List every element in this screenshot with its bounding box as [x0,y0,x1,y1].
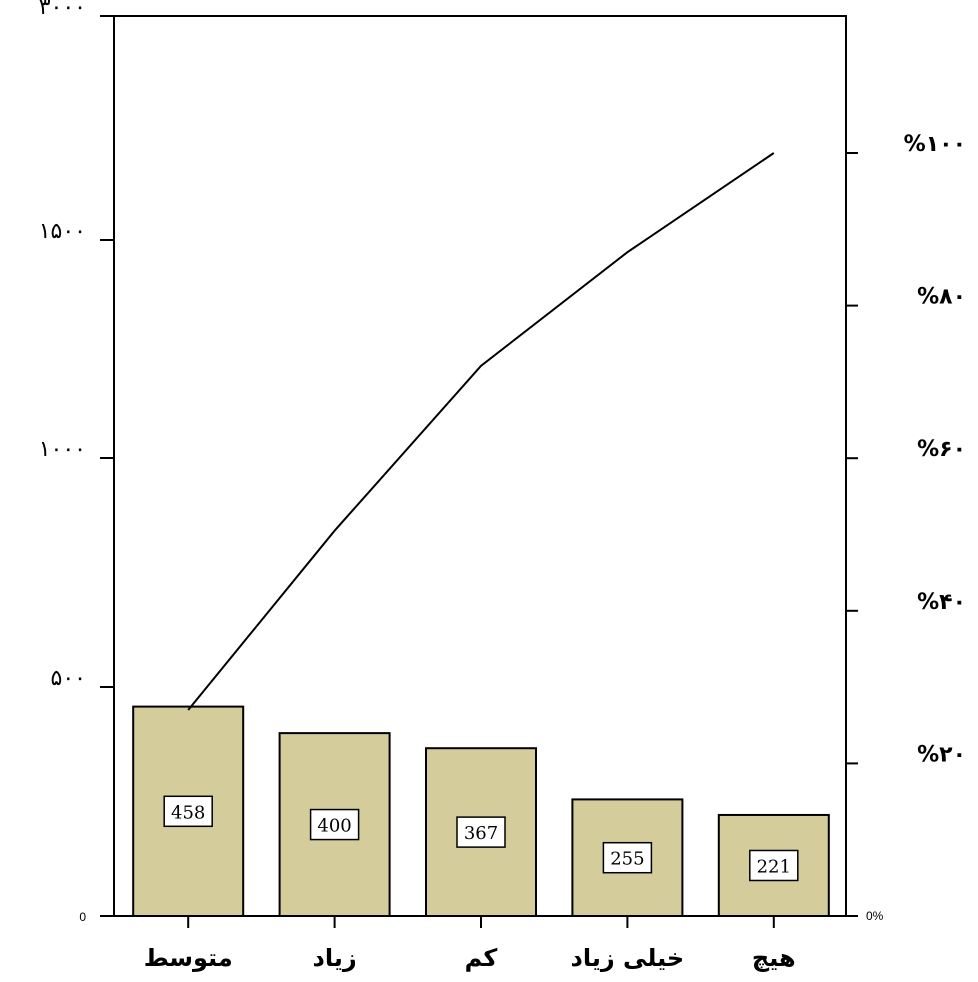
right-axis-tick-label: %۲۰ [917,742,966,767]
bars: 458 400 367 255 221 [132,705,830,918]
data-label-box [749,849,799,882]
data-label: 458 [171,802,205,823]
left-axis-tick-label: ۳۰۰۰ [39,0,86,20]
data-label: 255 [610,849,644,870]
left-axis-tick-label: ۱۰۰۰ [39,437,86,462]
axis-ticks [100,15,858,928]
right-axis-tick-label: %۶۰ [917,437,966,462]
data-label-box [163,795,213,828]
category-label: متوسط [144,944,233,972]
cumulative-line [187,152,775,711]
right-axis-tick-label: %۱۰۰ [904,132,966,157]
left-axis-tick-label: ۱۵۰۰ [39,219,86,244]
data-label: 221 [757,856,791,877]
data-label-box [309,808,360,841]
category-label: خیلی زیاد [571,944,685,972]
right-axis-tick-label: %۸۰ [917,285,966,310]
data-label: 400 [317,816,351,837]
right-axis-tick-label: %۴۰ [917,590,966,615]
right-axis-tick-label: 0% [866,909,884,923]
category-label: کم [465,944,498,972]
left-axis-tick-label: 0 [79,910,86,924]
data-label-box [602,841,653,874]
data-label: 367 [464,823,498,844]
axis-labels: 0 ۵۰۰ ۱۰۰۰ ۱۵۰۰ ۳۰۰۰ 0% %۲۰ %۴۰ %۶۰ %۸۰ %۱۰۰ متوسط ز… [39,0,966,972]
category-label: زیاد [313,944,357,972]
cumulative-line-path [187,152,775,711]
left-axis-tick-label: ۵۰۰ [51,666,86,691]
data-label-box [456,816,506,848]
category-label: هیچ [752,944,796,972]
